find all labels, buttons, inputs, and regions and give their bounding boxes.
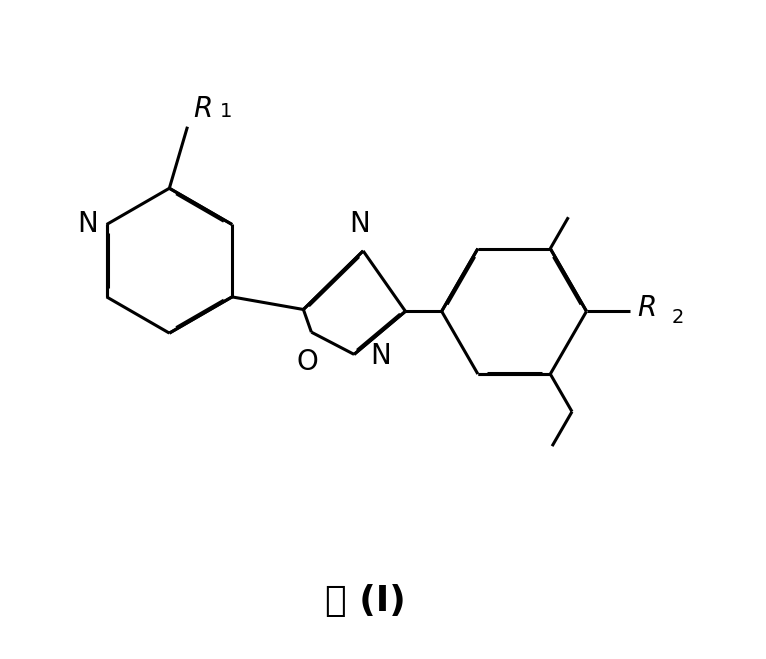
Text: 2: 2 — [672, 308, 684, 327]
Text: N: N — [370, 342, 391, 370]
Text: O: O — [297, 348, 319, 376]
Text: R: R — [193, 95, 212, 123]
Text: 1: 1 — [220, 102, 232, 121]
Text: R: R — [637, 294, 656, 322]
Text: N: N — [349, 210, 370, 238]
Text: 式 (I): 式 (I) — [325, 584, 405, 618]
Text: N: N — [77, 210, 98, 239]
